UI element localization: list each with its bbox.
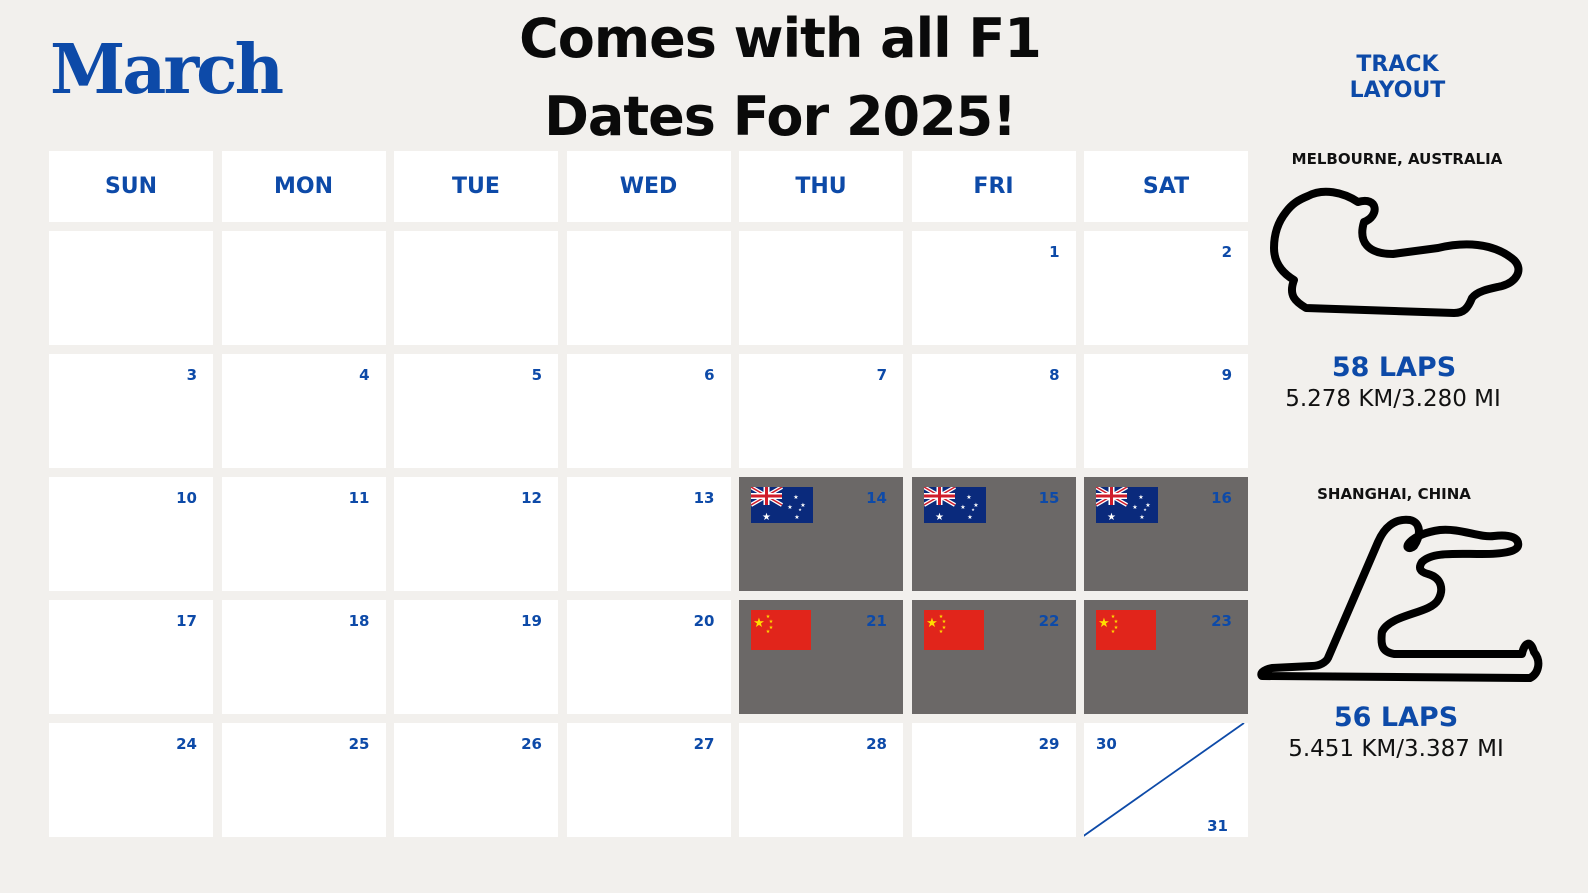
race-day-cell: 22	[911, 600, 1076, 714]
day-cell: 29	[911, 723, 1076, 837]
day-number: 11	[348, 489, 370, 507]
day-number: 25	[348, 735, 370, 753]
headline-line-2: Dates For 2025!	[544, 85, 1017, 148]
australia-flag-icon	[1096, 487, 1158, 523]
day-cell: 6	[566, 354, 731, 468]
china-flag-icon	[924, 610, 984, 650]
day-cell: 20	[566, 600, 731, 714]
day-number: 7	[876, 366, 887, 384]
day-cell: 4	[221, 354, 386, 468]
race-day-cell: 21	[739, 600, 903, 714]
weekday-tue: TUE	[394, 151, 558, 222]
day-number: 21	[866, 612, 887, 630]
day-cell: 18	[221, 600, 386, 714]
day-number: 2	[1221, 243, 1232, 261]
day-number: 17	[176, 612, 197, 630]
day-number: 5	[531, 366, 542, 384]
track-layout-title-line-1: TRACK	[1356, 52, 1439, 77]
day-number: 12	[521, 489, 542, 507]
headline: Comes with all F1 Dates For 2025!	[470, 0, 1090, 156]
australia-flag-icon	[924, 487, 986, 523]
day-cell: 26	[394, 723, 558, 837]
day-cell: 25	[221, 723, 386, 837]
calendar-grid: SUN MON TUE WED THU FRI SAT 1 2 3 4 5 6 …	[49, 151, 1248, 837]
track-location: SHANGHAI, CHINA	[1317, 485, 1471, 503]
day-cell: 19	[394, 600, 558, 714]
day-number: 18	[348, 612, 370, 630]
day-cell: 24	[49, 723, 213, 837]
day-number: 22	[1038, 612, 1060, 630]
melbourne-track-icon	[1270, 187, 1523, 317]
day-cell: 5	[394, 354, 558, 468]
track-laps: 58 LAPS	[1331, 352, 1457, 383]
day-cell: 13	[566, 477, 731, 591]
day-number: 10	[176, 489, 197, 507]
day-number: 16	[1211, 489, 1232, 507]
day-cell: 7	[739, 354, 903, 468]
day-number: 1	[1049, 243, 1060, 261]
day-cell: 28	[739, 723, 903, 837]
day-cell: 2	[1084, 231, 1248, 345]
race-day-cell: 14	[739, 477, 903, 591]
day-cell-empty	[49, 231, 213, 345]
china-flag-icon	[751, 610, 811, 650]
track-distance: 5.278 KM/3.280 MI	[1285, 386, 1501, 412]
day-number: 24	[176, 735, 197, 753]
track-layout-title: TRACK LAYOUT	[1300, 52, 1495, 104]
day-number: 31	[1207, 817, 1228, 835]
day-number: 14	[866, 489, 887, 507]
day-cell: 12	[394, 477, 558, 591]
split-day-cell: 30 31	[1084, 723, 1248, 837]
track-laps: 56 LAPS	[1333, 702, 1459, 733]
weekday-wed: WED	[566, 151, 731, 222]
day-number: 3	[186, 366, 197, 384]
split-divider-line	[1084, 723, 1245, 837]
day-cell-empty	[566, 231, 731, 345]
weekday-sat: SAT	[1084, 151, 1248, 222]
day-number: 23	[1211, 612, 1232, 630]
day-cell: 9	[1084, 354, 1248, 468]
day-cell-empty	[221, 231, 386, 345]
day-number: 30	[1096, 735, 1117, 753]
day-number: 9	[1221, 366, 1232, 384]
day-cell: 1	[911, 231, 1076, 345]
weekday-sun: SUN	[49, 151, 213, 222]
day-cell: 10	[49, 477, 213, 591]
day-number: 6	[704, 366, 715, 384]
day-cell-empty	[739, 231, 903, 345]
day-number: 4	[359, 366, 370, 384]
track-distance: 5.451 KM/3.387 MI	[1288, 736, 1504, 762]
weekday-mon: MON	[221, 151, 386, 222]
day-number: 26	[521, 735, 542, 753]
track-location: MELBOURNE, AUSTRALIA	[1291, 150, 1503, 168]
day-cell: 3	[49, 354, 213, 468]
day-number: 20	[693, 612, 715, 630]
shanghai-track-icon	[1257, 515, 1543, 682]
weekday-fri: FRI	[911, 151, 1076, 222]
weekday-thu: THU	[739, 151, 903, 222]
china-flag-icon	[1096, 610, 1156, 650]
day-number: 28	[866, 735, 887, 753]
race-day-cell: 16	[1084, 477, 1248, 591]
day-number: 29	[1038, 735, 1060, 753]
day-number: 8	[1049, 366, 1060, 384]
day-cell: 8	[911, 354, 1076, 468]
day-cell: 11	[221, 477, 386, 591]
day-number: 15	[1038, 489, 1060, 507]
day-number: 27	[693, 735, 715, 753]
day-number: 13	[693, 489, 715, 507]
month-title: March	[50, 30, 284, 110]
australia-flag-icon	[751, 487, 813, 523]
day-cell-empty	[394, 231, 558, 345]
day-cell: 17	[49, 600, 213, 714]
track-layout-title-line-2: LAYOUT	[1349, 78, 1446, 103]
day-cell: 27	[566, 723, 731, 837]
day-number: 19	[521, 612, 542, 630]
headline-line-1: Comes with all F1	[519, 7, 1042, 70]
race-day-cell: 23	[1084, 600, 1248, 714]
race-day-cell: 15	[911, 477, 1076, 591]
